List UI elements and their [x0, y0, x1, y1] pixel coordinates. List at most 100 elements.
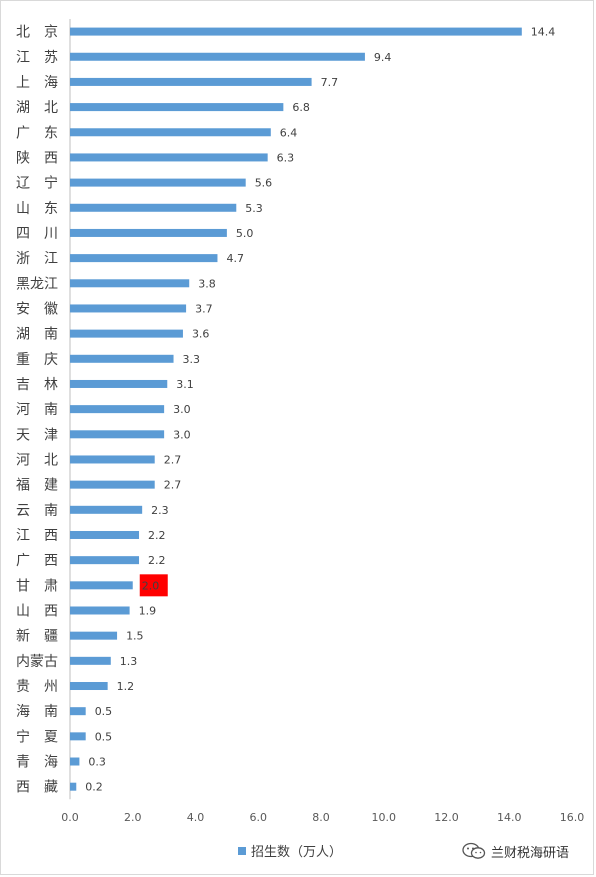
bar	[70, 656, 111, 665]
data-label: 3.8	[198, 277, 216, 290]
bar	[70, 77, 312, 86]
category-label: 四 川	[16, 226, 58, 242]
bar	[70, 254, 218, 263]
category-label: 广 东	[16, 125, 58, 141]
bar	[70, 782, 77, 791]
bar	[70, 379, 168, 388]
bar	[70, 455, 155, 464]
category-label: 广 西	[16, 553, 58, 569]
data-label: 3.0	[173, 403, 191, 416]
bar	[70, 279, 190, 288]
category-label: 云 南	[16, 503, 58, 519]
category-label: 湖 南	[16, 327, 58, 343]
data-label: 5.6	[255, 177, 273, 190]
category-label: 福 建	[16, 478, 58, 494]
bar	[70, 606, 130, 615]
watermark-text: 兰财税海研语	[491, 845, 570, 861]
data-label: 6.8	[292, 101, 310, 114]
bar	[70, 128, 271, 137]
data-label: 7.7	[321, 76, 339, 89]
category-label: 北 京	[16, 25, 58, 41]
data-label: 2.0	[142, 579, 160, 592]
data-label: 4.7	[226, 252, 244, 265]
category-label: 天 津	[16, 427, 58, 443]
data-label: 2.7	[164, 453, 182, 466]
bar	[70, 682, 108, 691]
category-label: 宁 夏	[16, 728, 58, 745]
x-tick-label: 4.0	[187, 811, 205, 824]
x-tick-label: 10.0	[372, 811, 397, 824]
bar	[70, 103, 284, 112]
legend-label: 招生数（万人）	[251, 845, 342, 860]
bar	[70, 354, 174, 363]
category-label: 海 南	[16, 704, 58, 720]
bar	[70, 480, 155, 489]
x-tick-label: 2.0	[124, 811, 142, 824]
data-label: 1.3	[120, 655, 138, 668]
category-label: 吉 林	[16, 377, 58, 393]
category-label: 青 海	[16, 755, 58, 771]
category-label: 河 北	[16, 452, 58, 468]
category-label: 重 庆	[16, 352, 58, 368]
category-label: 江 西	[16, 528, 58, 544]
bar	[70, 757, 80, 766]
category-label: 河 南	[16, 402, 58, 418]
data-label: 5.3	[245, 202, 263, 215]
category-label: 内蒙古	[16, 654, 58, 670]
x-tick-label: 8.0	[312, 811, 330, 824]
category-label: 安 徽	[16, 301, 58, 317]
data-label: 6.3	[277, 151, 295, 164]
data-label: 2.2	[148, 529, 166, 542]
data-label: 2.7	[164, 479, 182, 492]
category-label: 新 疆	[16, 629, 58, 645]
category-label: 贵 州	[16, 679, 58, 695]
bar	[70, 178, 246, 187]
bar	[70, 27, 522, 36]
data-label: 14.4	[531, 26, 556, 39]
x-tick-label: 14.0	[497, 811, 522, 824]
bar	[70, 581, 133, 590]
category-label: 上 海	[16, 75, 58, 91]
x-tick-label: 6.0	[250, 811, 268, 824]
bar	[70, 203, 237, 212]
data-label: 2.3	[151, 504, 169, 517]
data-label: 3.6	[192, 328, 210, 341]
wechat-icon	[462, 842, 486, 859]
data-label: 3.0	[173, 428, 191, 441]
category-label: 陕 西	[16, 150, 58, 166]
data-label: 2.2	[148, 554, 166, 567]
bar	[70, 52, 365, 61]
data-label: 9.4	[374, 51, 392, 64]
category-label: 江 苏	[16, 50, 58, 66]
data-label: 3.7	[195, 302, 213, 315]
data-label: 0.3	[88, 756, 106, 769]
bar	[70, 631, 118, 640]
data-label: 0.5	[95, 705, 113, 718]
bar	[70, 228, 227, 237]
data-label: 0.5	[95, 730, 113, 743]
data-label: 3.1	[176, 378, 194, 391]
bar	[70, 430, 165, 439]
bar	[70, 556, 140, 565]
bar	[70, 505, 143, 514]
data-label: 6.4	[280, 126, 298, 139]
x-tick-label: 16.0	[560, 811, 585, 824]
bar	[70, 329, 183, 338]
category-label: 浙 江	[16, 251, 58, 267]
category-label: 湖 北	[16, 100, 58, 116]
data-label: 3.3	[183, 353, 201, 366]
data-label: 1.9	[139, 604, 157, 617]
watermark: 兰财税海研语	[462, 840, 569, 862]
bar	[70, 304, 187, 313]
data-label: 0.2	[85, 781, 103, 794]
bar	[70, 405, 165, 414]
category-label: 辽 宁	[16, 175, 58, 192]
x-tick-label: 0.0	[61, 811, 79, 824]
legend-swatch	[238, 847, 246, 855]
category-label: 山 西	[16, 603, 58, 619]
category-label: 甘 肃	[16, 578, 58, 594]
data-label: 1.5	[126, 630, 144, 643]
bar	[70, 153, 268, 162]
